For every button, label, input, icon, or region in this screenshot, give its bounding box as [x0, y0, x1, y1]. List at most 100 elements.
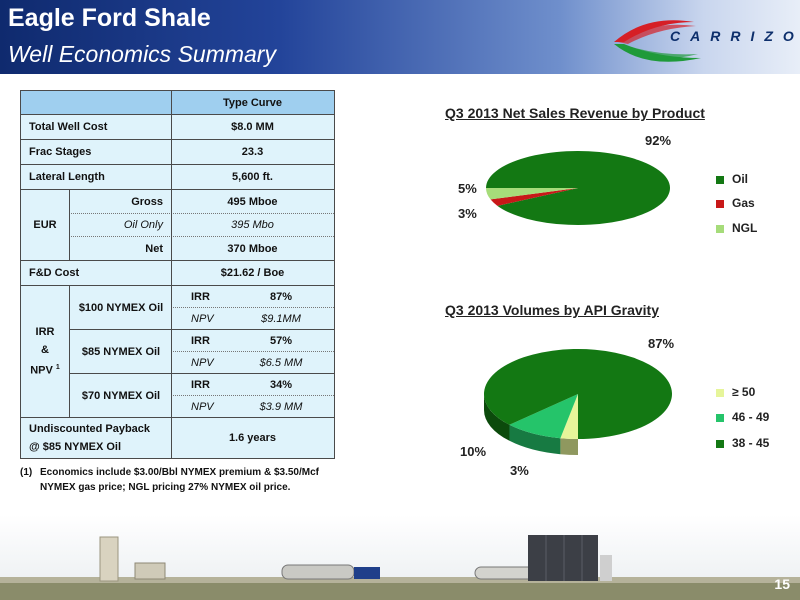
table-divider	[21, 417, 334, 418]
eur-net-label: Net	[145, 242, 163, 255]
table-col-divider	[171, 91, 172, 458]
eur-oil-only-value: 395 Mbo	[231, 219, 274, 231]
legend-label: Gas	[732, 196, 755, 210]
payback-label-line2: @ $85 NYMEX Oil	[29, 441, 122, 453]
irr-npv-label-line2: &	[41, 344, 49, 357]
irr-npv-label-line3: NPV 1	[30, 359, 60, 380]
gravity-38-45-pct-label: 87%	[648, 336, 675, 351]
payback-label-line1: Undiscounted Payback	[29, 423, 151, 435]
table-col-divider	[69, 286, 70, 417]
scenario-100-irr-label: IRR	[191, 290, 210, 303]
table-divider	[21, 260, 334, 261]
lateral-length-value: 5,600 ft.	[232, 171, 273, 183]
scenario-100-irr-value: 87%	[269, 290, 293, 303]
eur-gross-label: Gross	[131, 195, 163, 208]
table-divider	[21, 285, 334, 286]
legend-item-ngl: NGL	[716, 221, 757, 235]
page-subtitle: Well Economics Summary	[8, 41, 276, 67]
page-number: 15	[774, 576, 790, 592]
total-well-cost-value: $8.0 MM	[231, 121, 274, 133]
scenario-85-label: $85 NYMEX Oil	[81, 345, 161, 358]
scenario-70-npv-value: $3.9 MM	[259, 400, 303, 413]
pie-slice-side-0	[560, 438, 578, 455]
revenue-gas-pct-label: 3%	[458, 206, 477, 221]
frac-stages-label: Frac Stages	[29, 146, 92, 158]
footnote-number: (1)	[20, 467, 33, 478]
page-title: Eagle Ford Shale	[8, 4, 211, 32]
table-divider	[69, 373, 334, 374]
revenue-pie-chart	[486, 151, 670, 225]
scenario-70-irr-value: 34%	[269, 378, 293, 391]
pie-slice-side-2	[484, 394, 510, 441]
eur-oil-only-label: Oil Only	[123, 219, 163, 231]
irr-npv-label-line1: IRR	[35, 326, 55, 339]
legend-item-50: ≥ 50	[716, 385, 755, 399]
table-header-row	[21, 91, 334, 114]
scenario-100-npv-label: NPV	[191, 312, 214, 325]
pie-slice-2	[486, 188, 578, 200]
eur-net-value: 370 Mboe	[227, 242, 278, 255]
scenario-85-npv-value: $6.5 MM	[259, 356, 303, 369]
revenue-ngl-pct-label: 5%	[458, 181, 477, 196]
table-dotted-divider	[69, 236, 334, 237]
table-dotted-divider	[69, 213, 334, 214]
chart-gravity-title: Q3 2013 Volumes by API Gravity	[445, 302, 659, 318]
scenario-70-npv-label: NPV	[191, 400, 214, 413]
revenue-legend: Oil Gas NGL	[716, 172, 796, 242]
lateral-length-label: Lateral Length	[29, 171, 105, 183]
revenue-oil-pct-label: 92%	[645, 133, 672, 148]
total-well-cost-label: Total Well Cost	[29, 121, 108, 133]
scenario-100-npv-value: $9.1MM	[261, 312, 301, 325]
legend-swatch	[716, 175, 724, 184]
header-banner: Eagle Ford Shale Well Economics Summary …	[0, 0, 800, 74]
gravity-pie-chart	[484, 349, 672, 455]
eur-label: EUR	[33, 219, 57, 231]
table-divider	[21, 164, 334, 165]
legend-swatch	[716, 199, 724, 208]
table-divider	[69, 329, 334, 330]
footnote-text: Economics include $3.00/Bbl NYMEX premiu…	[40, 467, 319, 493]
fd-cost-label: F&D Cost	[29, 267, 80, 279]
scenario-100-label: $100 NYMEX Oil	[78, 301, 164, 314]
eur-gross-value: 495 Mboe	[227, 195, 278, 208]
legend-label: 38 - 45	[732, 436, 770, 450]
table-body	[21, 114, 334, 458]
legend-label: Oil	[732, 172, 749, 186]
legend-swatch	[716, 439, 724, 448]
table-divider	[21, 139, 334, 140]
type-curve-header: Type Curve	[222, 96, 283, 109]
pie-slice-0	[560, 394, 578, 439]
legend-label: 46 - 49	[732, 410, 770, 424]
legend-item-46-49: 46 - 49	[716, 410, 769, 424]
payback-label: Undiscounted Payback @ $85 NYMEX Oil	[29, 418, 171, 458]
irr-npv-label-npv: NPV	[30, 364, 53, 377]
carrizo-logo: CARRIZO	[606, 12, 796, 66]
well-site-photo	[0, 515, 800, 600]
pie-slice-1	[509, 394, 578, 439]
irr-npv-label: IRR & NPV 1	[21, 286, 69, 417]
legend-label: ≥ 50	[732, 385, 756, 399]
fd-cost-value: $21.62 / Boe	[220, 267, 285, 279]
table-divider	[21, 114, 334, 115]
table-col-divider	[69, 190, 70, 260]
pie-slice-1	[490, 188, 578, 206]
logo-swoosh-icon	[614, 20, 701, 62]
table-dotted-divider	[171, 351, 334, 352]
table-dotted-divider	[171, 395, 334, 396]
scenario-85-irr-label: IRR	[191, 334, 210, 347]
gravity-legend: ≥ 50 46 - 49 38 - 45	[716, 385, 796, 455]
table-divider	[21, 189, 334, 190]
legend-swatch	[716, 413, 724, 422]
scenario-85-npv-label: NPV	[191, 356, 214, 369]
table-dotted-divider	[171, 307, 334, 308]
scenario-85-irr-value: 57%	[269, 334, 293, 347]
pie-slice-2	[484, 349, 672, 439]
legend-label: NGL	[732, 221, 758, 235]
gravity-46-49-pct-label: 10%	[460, 444, 487, 459]
legend-item-38-45: 38 - 45	[716, 436, 769, 450]
legend-item-gas: Gas	[716, 196, 755, 210]
frac-stages-value: 23.3	[241, 146, 264, 158]
legend-swatch	[716, 224, 724, 233]
chart-revenue-title: Q3 2013 Net Sales Revenue by Product	[445, 105, 705, 121]
pie-slice-side-1	[509, 424, 561, 455]
